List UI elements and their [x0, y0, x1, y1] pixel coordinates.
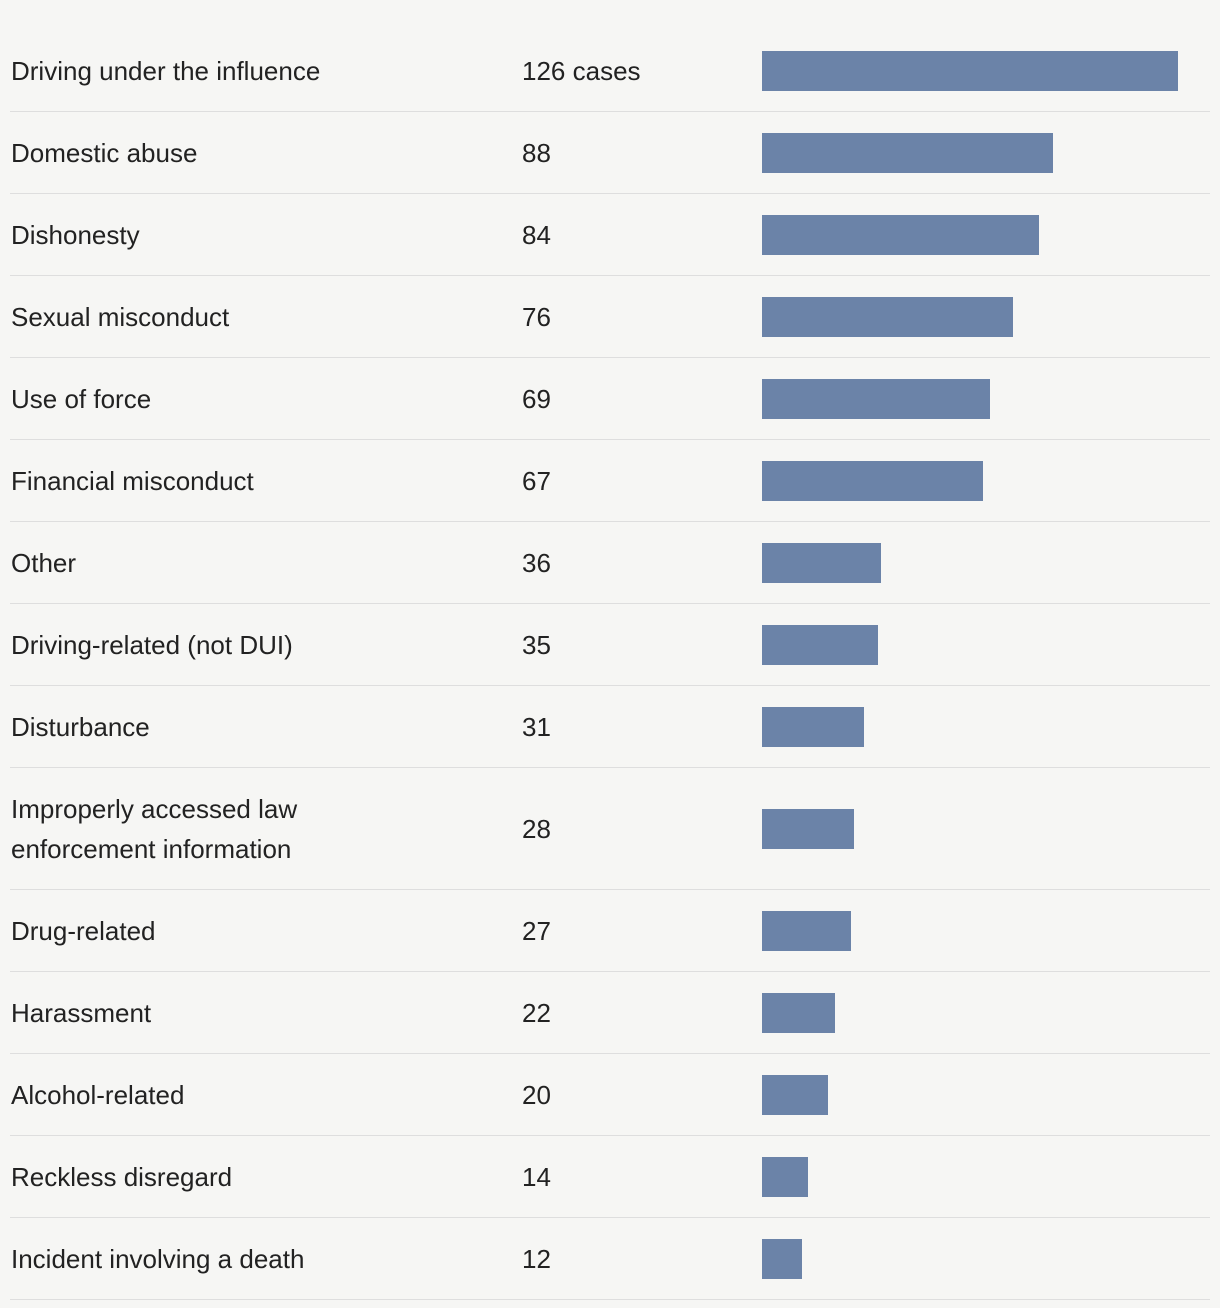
- bar-track: [762, 214, 1178, 255]
- table-row: Driving under the influence 126 cases: [10, 30, 1210, 112]
- category-label: Alcohol-related: [11, 1079, 185, 1110]
- value-label: 31: [522, 711, 551, 742]
- category-label: Improperly accessed law enforcement info…: [11, 793, 298, 864]
- category-label: Dishonesty: [11, 219, 140, 250]
- bar-track: [762, 296, 1178, 337]
- table-row: Financial misconduct 67: [10, 440, 1210, 522]
- bar-track: [762, 460, 1178, 501]
- value-label: 67: [522, 465, 551, 496]
- value-label: 76: [522, 301, 551, 332]
- category-label: Domestic abuse: [11, 137, 198, 168]
- category-label: Use of force: [11, 383, 152, 414]
- table-row: Alcohol-related 20: [10, 1054, 1210, 1136]
- category-label: Financial misconduct: [11, 465, 254, 496]
- value-label: 88: [522, 137, 551, 168]
- bar-track: [762, 624, 1178, 665]
- bar-track: [762, 706, 1178, 747]
- category-label: Incident involving a death: [11, 1243, 305, 1274]
- value-label: 12: [522, 1243, 551, 1274]
- bar: [762, 1074, 828, 1115]
- bar-track: [762, 910, 1178, 951]
- bar: [762, 296, 1013, 337]
- category-label: Driving-related (not DUI): [11, 629, 293, 660]
- bar: [762, 132, 1053, 173]
- category-label: Sexual misconduct: [11, 301, 230, 332]
- bar: [762, 214, 1039, 255]
- bar-track: [762, 542, 1178, 583]
- bar: [762, 624, 878, 665]
- bar: [762, 50, 1178, 91]
- table-row: Disturbance 31: [10, 686, 1210, 768]
- bar: [762, 910, 851, 951]
- table-row: Improperly accessed law enforcement info…: [10, 768, 1210, 890]
- table-row: Harassment 22: [10, 972, 1210, 1054]
- value-label: 84: [522, 219, 551, 250]
- value-label: 69: [522, 383, 551, 414]
- value-label: 22: [522, 997, 551, 1028]
- table-row: Incident involving a death 12: [10, 1218, 1210, 1300]
- bar-track: [762, 1074, 1178, 1115]
- bar: [762, 1156, 808, 1197]
- bar-track: [762, 992, 1178, 1033]
- table-row: Reckless disregard 14: [10, 1136, 1210, 1218]
- bar-track: [762, 132, 1178, 173]
- bar-track: [762, 50, 1178, 91]
- value-label: 14: [522, 1161, 551, 1192]
- category-label: Disturbance: [11, 711, 150, 742]
- bar-track: [762, 1238, 1178, 1279]
- bar: [762, 460, 983, 501]
- table-row: Driving-related (not DUI) 35: [10, 604, 1210, 686]
- category-label: Harassment: [11, 997, 152, 1028]
- table-row: Dishonesty 84: [10, 194, 1210, 276]
- category-label: Other: [11, 547, 77, 578]
- table-row: Use of force 69: [10, 358, 1210, 440]
- value-label: 35: [522, 629, 551, 660]
- category-label: Reckless disregard: [11, 1161, 233, 1192]
- bar: [762, 808, 854, 849]
- bar: [762, 378, 990, 419]
- bar: [762, 542, 881, 583]
- bar-chart-table: Driving under the influence 126 cases Dome…: [10, 30, 1210, 1300]
- bar: [762, 1238, 802, 1279]
- value-label: 27: [522, 915, 551, 946]
- value-label: 126 cases: [522, 55, 641, 86]
- table-row: Sexual misconduct 76: [10, 276, 1210, 358]
- table-row: Other 36: [10, 522, 1210, 604]
- value-label: 28: [522, 813, 551, 844]
- bar-track: [762, 378, 1178, 419]
- bar-track: [762, 1156, 1178, 1197]
- value-label: 36: [522, 547, 551, 578]
- table-row: Drug-related 27: [10, 890, 1210, 972]
- category-label: Drug-related: [11, 915, 156, 946]
- bar: [762, 706, 864, 747]
- value-label: 20: [522, 1079, 551, 1110]
- table-row: Domestic abuse 88: [10, 112, 1210, 194]
- bar: [762, 992, 835, 1033]
- category-label: Driving under the influence: [11, 55, 321, 86]
- bar-track: [762, 808, 1178, 849]
